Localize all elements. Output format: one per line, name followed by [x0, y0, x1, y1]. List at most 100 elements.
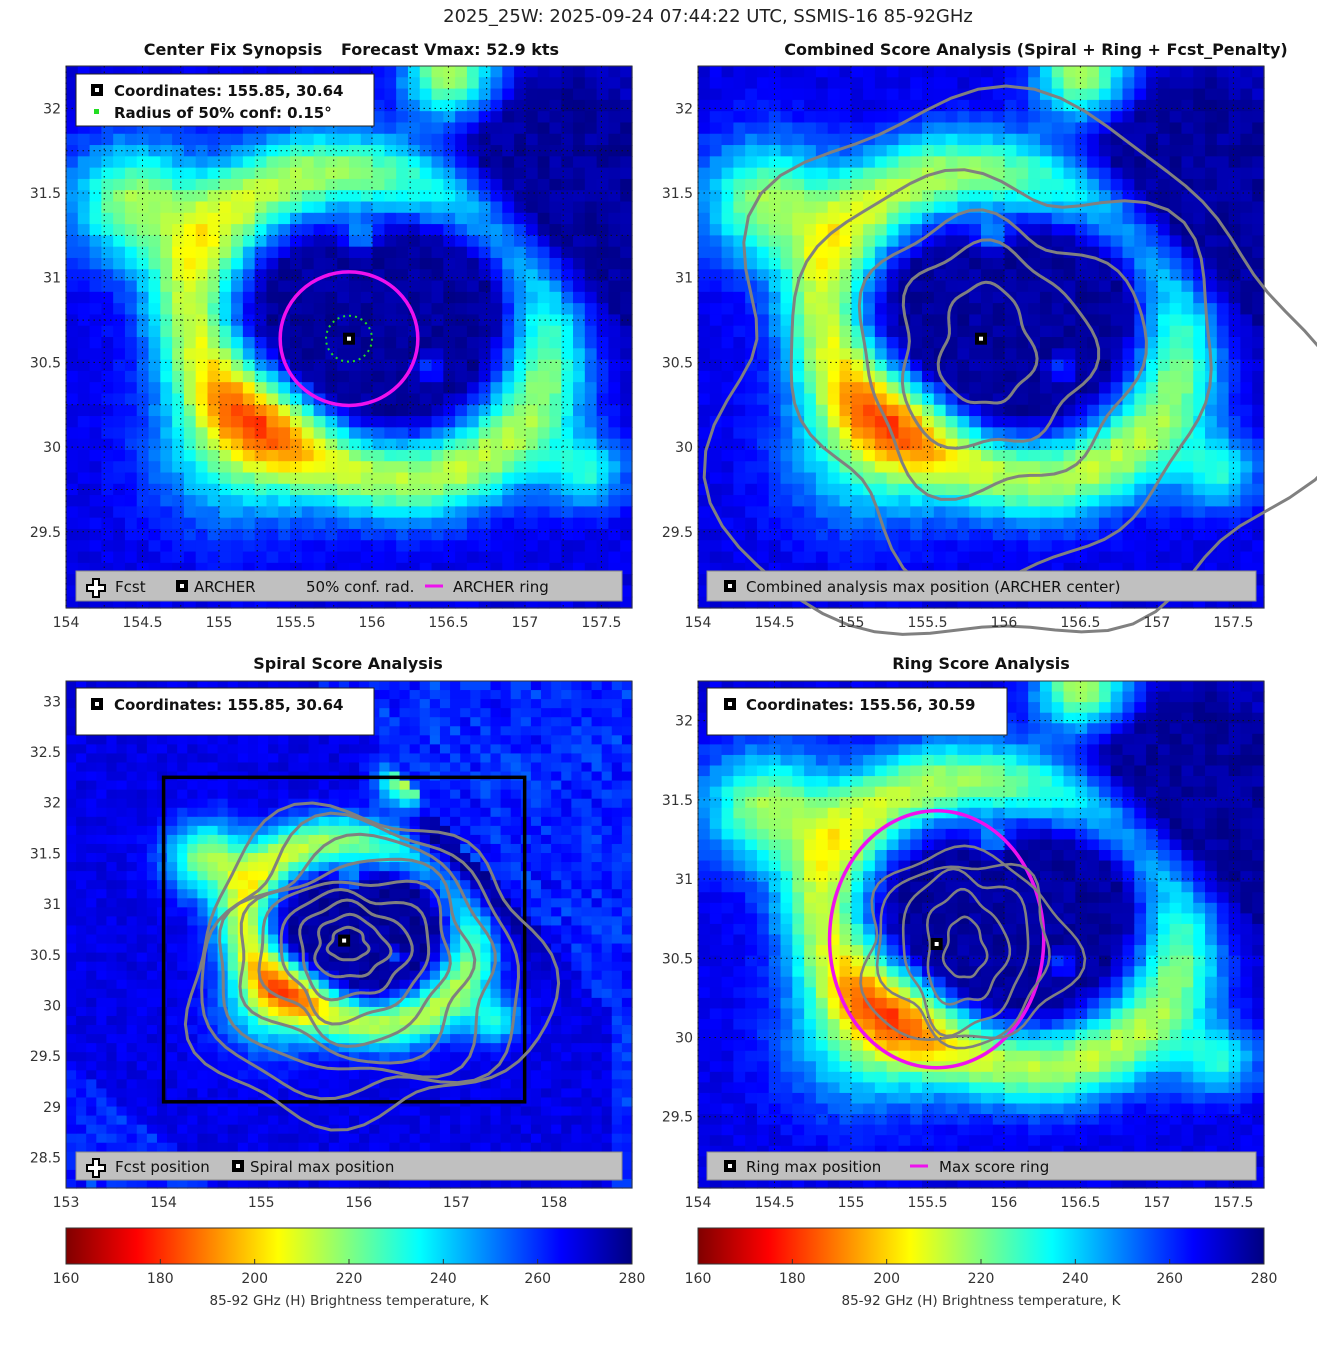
heat-cell [969, 291, 982, 304]
heat-cell [1004, 461, 1017, 474]
heat-cell [1004, 370, 1017, 383]
heat-cell [733, 325, 746, 338]
heat-cell [620, 348, 633, 361]
heat-cell [1193, 370, 1206, 383]
heat-cell [231, 438, 244, 451]
heat-cell [290, 393, 303, 406]
y-tick-label: 31 [43, 271, 61, 287]
heat-cell [1051, 427, 1065, 440]
heat-cell [1051, 596, 1065, 609]
heat-cell [1016, 562, 1029, 575]
heat-cell [219, 427, 232, 440]
heat-cell [1216, 167, 1230, 180]
heat-cell [709, 77, 723, 90]
heat-cell [596, 506, 610, 519]
heat-cell [1098, 303, 1112, 316]
heat-cell [992, 201, 1006, 214]
heat-cell [431, 461, 444, 474]
heat-cell [219, 122, 232, 135]
heat-cell [290, 167, 303, 180]
heat-cell [242, 528, 256, 541]
heat-cell [874, 88, 888, 101]
heat-cell [1157, 280, 1171, 293]
heat-cell [384, 506, 397, 519]
heat-cell [620, 190, 633, 203]
heat-cell [1252, 167, 1265, 180]
heat-cell [1252, 495, 1265, 507]
heat-cell [66, 690, 77, 700]
heat-cell [537, 483, 551, 496]
heat-cell [780, 472, 793, 485]
heat-cell [839, 325, 852, 338]
heat-cell [874, 99, 888, 112]
y-tick-label: 30 [675, 440, 693, 456]
heat-cell [106, 1006, 118, 1017]
heat-cell [195, 190, 209, 203]
heat-cell [76, 1006, 87, 1017]
heat-cell [254, 404, 268, 417]
heat-cell [313, 246, 327, 259]
heat-cell [502, 291, 515, 304]
heat-cell [325, 427, 338, 440]
heat-cell [992, 224, 1006, 236]
heat-cell [337, 506, 350, 519]
heat-cell [172, 257, 185, 270]
heat-cell [231, 325, 244, 338]
heat-cell [804, 133, 817, 146]
heat-cell [721, 167, 734, 180]
heat-cell [620, 269, 633, 282]
heat-cell [969, 540, 982, 553]
heat-cell [66, 898, 77, 908]
heat-cell [1075, 382, 1088, 395]
heat-cell [839, 201, 852, 214]
heat-cell [231, 551, 244, 564]
heat-cell [77, 528, 91, 541]
heat-cell [231, 246, 244, 259]
heat-cell [792, 314, 805, 327]
heat-cell [839, 190, 852, 203]
heat-cell [1216, 359, 1230, 372]
heat-cell [419, 145, 433, 157]
heat-cell [514, 438, 527, 451]
heat-cell [490, 528, 503, 541]
heat-cell [992, 382, 1006, 395]
heat-cell [195, 596, 209, 609]
heat-cell [478, 348, 492, 361]
heat-cell [136, 551, 150, 564]
heat-cell [360, 156, 374, 169]
heat-cell [1216, 416, 1230, 428]
heat-cell [910, 517, 923, 530]
heat-cell [290, 190, 303, 203]
heat-cell [86, 961, 97, 972]
heat-cell [325, 438, 338, 451]
heat-cell [1146, 212, 1159, 225]
heat-cell [863, 337, 876, 349]
heat-cell [1004, 224, 1017, 236]
heat-cell [698, 596, 711, 609]
heat-cell [792, 427, 805, 440]
heat-cell [301, 461, 315, 474]
heat-cell [1028, 348, 1041, 361]
heat-cell [384, 427, 397, 440]
heat-cell [1216, 427, 1230, 440]
heat-cell [195, 359, 209, 372]
heat-cell [76, 735, 87, 745]
heat-cell [1028, 145, 1041, 157]
heat-cell [66, 133, 79, 146]
heat-cell [549, 66, 562, 78]
heat-cell [396, 359, 409, 372]
heat-cell [337, 133, 350, 146]
heat-cell [792, 111, 805, 124]
heat-cell [815, 562, 829, 575]
heat-cell [537, 246, 551, 259]
heat-cell [957, 596, 970, 609]
heat-cell [148, 167, 161, 180]
heat-cell [254, 461, 268, 474]
heat-cell [745, 88, 758, 101]
heat-cell [77, 438, 91, 451]
heat-cell [851, 495, 864, 507]
heat-cell [698, 517, 711, 530]
heat-cell [945, 66, 959, 78]
heat-cell [313, 506, 327, 519]
heat-cell [922, 404, 935, 417]
